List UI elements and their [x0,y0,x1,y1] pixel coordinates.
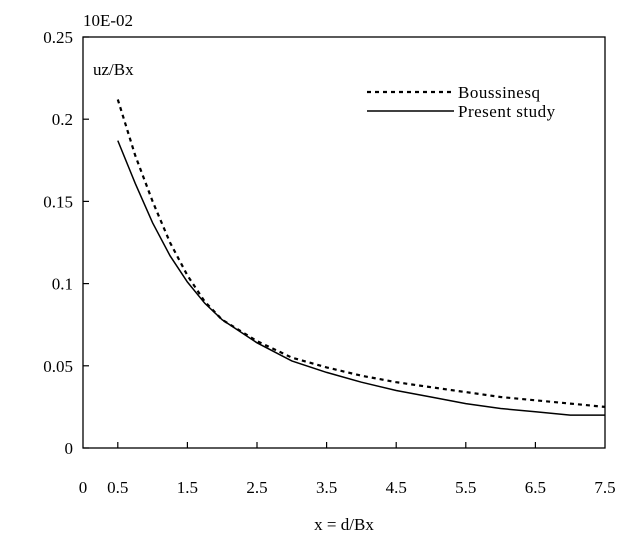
legend: Boussinesq Present study [367,83,556,121]
y-tick-label: 0.15 [43,192,73,211]
x-tick-label: 4.5 [386,478,407,497]
y-axis-label: uz/Bx [93,60,134,79]
x-tick-label: 5.5 [455,478,476,497]
x-tick-label: 1.5 [177,478,198,497]
x-axis-ticks: 0 0.5 1.5 2.5 3.5 4.5 5.5 6.5 7.5 [79,442,616,497]
y-tick-label: 0.1 [52,275,73,294]
series-lines [116,99,606,416]
x-tick-label: 6.5 [525,478,546,497]
scale-note: 10E-02 [83,11,133,30]
y-tick-label: 0 [65,439,74,458]
x-axis-label: x = d/Bx [314,515,374,534]
y-tick-label: 0.05 [43,357,73,376]
series-line-present-study [117,140,605,416]
x-tick-label: 2.5 [246,478,267,497]
legend-label-present-study: Present study [458,102,556,121]
legend-label-boussinesq: Boussinesq [458,83,540,102]
series-line-boussinesq [116,99,606,408]
x-tick-label: 0 [79,478,88,497]
x-tick-label: 7.5 [594,478,615,497]
y-axis-ticks: 0 0.05 0.1 0.15 0.2 0.25 [43,28,89,458]
x-tick-label: 3.5 [316,478,337,497]
y-tick-label: 0.2 [52,110,73,129]
y-tick-label: 0.25 [43,28,73,47]
x-tick-label: 0.5 [107,478,128,497]
plot-area-frame [82,36,606,449]
